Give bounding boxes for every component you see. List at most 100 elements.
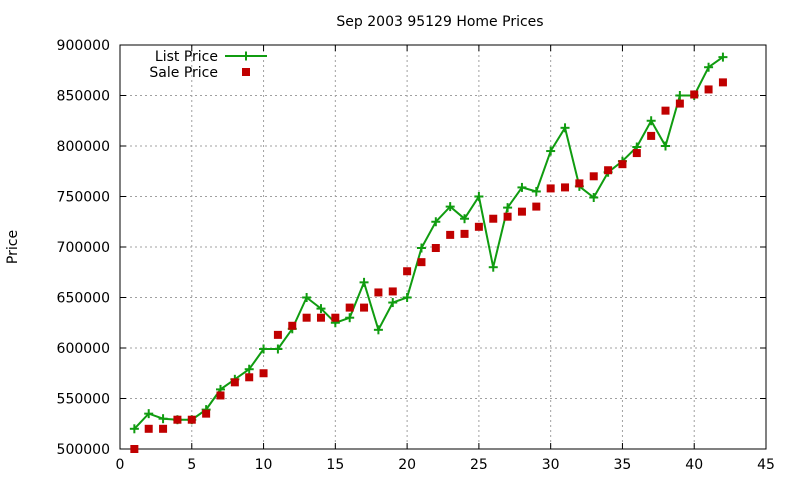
sale-price-point xyxy=(690,90,699,99)
axis-ticks: 0 5 10 15 20 25 30 35 40 45 500000 550000 600000 6500… xyxy=(57,38,775,473)
list-price-point xyxy=(460,214,470,224)
legend-plus-marker xyxy=(241,51,251,61)
sale-price-point xyxy=(187,415,196,424)
x-tick-label: 15 xyxy=(326,457,344,473)
sale-price-point xyxy=(503,212,512,221)
x-tick-label: 45 xyxy=(757,457,775,473)
y-tick-label: 700000 xyxy=(57,240,110,256)
list-price-point xyxy=(718,52,728,62)
sale-price-point xyxy=(517,207,526,216)
legend-label: List Price xyxy=(155,49,218,65)
list-price-point xyxy=(675,91,685,100)
list-price-point xyxy=(244,364,254,374)
x-tick-label: 35 xyxy=(614,457,632,473)
sale-price-point xyxy=(647,131,656,140)
chart-title: Sep 2003 95129 Home Prices xyxy=(336,14,543,30)
y-tick-label: 800000 xyxy=(57,139,110,155)
sale-price-point xyxy=(374,288,383,297)
x-tick-label: 20 xyxy=(398,457,416,473)
list-price-point xyxy=(517,182,527,192)
sale-price-point xyxy=(561,183,570,192)
sale-price-point xyxy=(230,378,239,387)
y-tick-label: 900000 xyxy=(57,38,110,54)
list-price-point xyxy=(704,62,714,72)
list-price-point xyxy=(144,409,154,419)
list-price-point xyxy=(503,203,513,213)
list-price-point xyxy=(661,141,671,151)
sale-price-point xyxy=(546,184,555,193)
y-tick-label: 500000 xyxy=(57,442,110,458)
list-price-point xyxy=(546,146,556,156)
sale-price-point xyxy=(431,244,440,253)
sale-price-point xyxy=(259,369,268,378)
sale-price-point xyxy=(173,415,182,424)
list-price-point xyxy=(431,217,441,227)
sale-price-point xyxy=(718,78,727,87)
sale-price-point xyxy=(288,321,297,330)
series-2 xyxy=(130,78,727,453)
list-price-point xyxy=(531,186,541,196)
legend-label: Sale Price xyxy=(149,65,218,81)
sale-price-point xyxy=(675,99,684,108)
legend-square-marker xyxy=(242,68,250,76)
sale-price-point xyxy=(632,149,641,158)
sale-price-point xyxy=(489,214,498,223)
sale-price-point xyxy=(460,229,469,238)
y-tick-label: 550000 xyxy=(57,392,110,408)
sale-price-point xyxy=(316,313,325,322)
sale-price-point xyxy=(589,172,598,181)
list-price-point xyxy=(589,193,599,203)
list-price-point xyxy=(158,414,168,424)
sale-price-point xyxy=(302,313,311,322)
sale-price-point xyxy=(403,267,412,276)
y-tick-label: 650000 xyxy=(57,291,110,307)
sale-price-point xyxy=(245,373,254,382)
sale-price-point xyxy=(273,330,282,339)
list-price-line xyxy=(133,56,724,430)
sale-price-point xyxy=(618,160,627,169)
list-price-point xyxy=(345,313,355,323)
list-price-point xyxy=(273,344,283,354)
y-tick-label: 750000 xyxy=(57,190,110,206)
x-tick-label: 40 xyxy=(685,457,703,473)
list-price-point xyxy=(402,293,412,302)
sale-price-point xyxy=(331,313,340,322)
y-axis-label: Price xyxy=(5,230,21,264)
y-tick-label: 850000 xyxy=(57,89,110,105)
sale-price-point xyxy=(360,303,369,312)
list-price-point xyxy=(316,304,326,314)
list-price-point xyxy=(646,116,656,126)
x-tick-label: 30 xyxy=(542,457,560,473)
sale-price-point xyxy=(446,230,455,239)
sale-price-point xyxy=(704,85,713,94)
sale-price-point xyxy=(130,445,139,453)
x-tick-label: 10 xyxy=(255,457,273,473)
x-tick-label: 0 xyxy=(116,457,125,473)
series-1 xyxy=(129,52,728,434)
sale-price-point xyxy=(345,303,354,312)
sale-price-point xyxy=(202,409,211,418)
list-price-point xyxy=(488,262,498,272)
sale-price-point xyxy=(388,287,397,296)
list-price-point xyxy=(259,344,269,354)
sale-price-point xyxy=(532,202,541,211)
sale-price-point xyxy=(216,391,225,400)
sale-price-point xyxy=(474,222,483,231)
list-price-point xyxy=(302,293,312,302)
sale-price-point xyxy=(661,106,670,115)
series xyxy=(129,52,728,453)
x-tick-label: 25 xyxy=(470,457,488,473)
list-price-point xyxy=(474,192,484,201)
grid xyxy=(120,45,766,449)
sale-price-point xyxy=(144,424,153,433)
list-price-point xyxy=(388,298,398,308)
y-tick-label: 600000 xyxy=(57,341,110,357)
list-price-point xyxy=(359,277,369,287)
list-price-point xyxy=(560,123,570,133)
list-price-point xyxy=(416,243,426,253)
sale-price-point xyxy=(604,166,613,175)
list-price-point xyxy=(129,424,139,434)
list-price-point xyxy=(445,202,455,212)
